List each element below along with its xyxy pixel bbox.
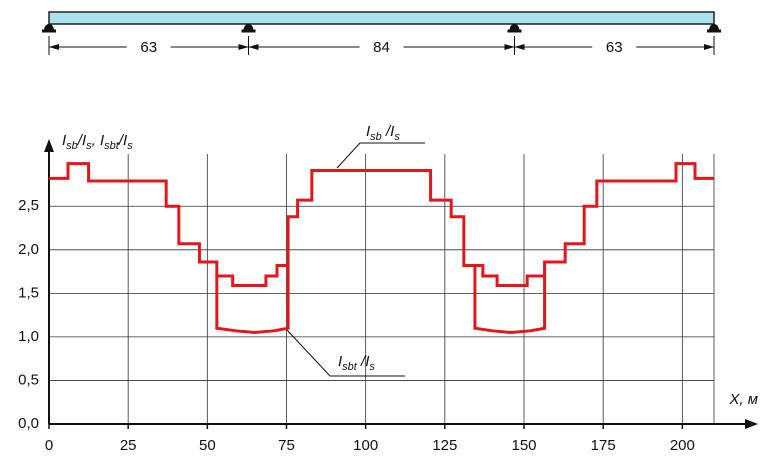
x-tick-label: 100 xyxy=(353,437,378,454)
x-tick-label: 0 xyxy=(45,437,53,454)
leader-line xyxy=(336,142,425,169)
y-tick-label: 0,0 xyxy=(18,415,39,432)
leader-line xyxy=(286,329,405,377)
y-tick-label: 2,5 xyxy=(18,197,39,214)
annotation-part: sb xyxy=(370,131,382,143)
y-tick-label: 2,0 xyxy=(18,241,39,258)
annotation-part: /I xyxy=(118,132,127,149)
beam xyxy=(48,11,715,25)
support xyxy=(509,24,520,30)
x-axis-arrow xyxy=(745,419,758,429)
span-label: 63 xyxy=(140,39,157,56)
span-label: 84 xyxy=(373,39,390,56)
x-tick-label: 150 xyxy=(511,437,536,454)
annotation: Isb/Is, Isbt/Is xyxy=(62,132,133,152)
annotation-part: /I xyxy=(382,123,395,140)
x-tick-label: 175 xyxy=(591,437,616,454)
series-line xyxy=(215,265,547,335)
annotation: Isbt /Is xyxy=(338,353,375,373)
annotation-part: sbt xyxy=(104,140,120,152)
annotation-part: , I xyxy=(92,132,105,149)
x-tick-label: 200 xyxy=(670,437,695,454)
y-tick-label: 1,0 xyxy=(18,328,39,345)
y-tick-label: 0,5 xyxy=(18,371,39,388)
annotation-part: I xyxy=(366,123,370,140)
annotation-part: /I xyxy=(77,132,86,149)
annotation: Isb /Is xyxy=(366,123,400,143)
support xyxy=(243,24,254,30)
x-axis-label: X, м xyxy=(728,391,758,408)
series-line xyxy=(49,162,714,288)
annotation-part: I xyxy=(62,132,66,149)
x-tick-label: 75 xyxy=(278,437,295,454)
annotation-part: s xyxy=(369,361,375,373)
annotation-part: /I xyxy=(357,353,370,370)
annotation-part: I xyxy=(338,353,342,370)
support xyxy=(44,24,54,30)
annotation-part: s xyxy=(127,140,133,152)
x-tick-label: 125 xyxy=(432,437,457,454)
annotation-part: s xyxy=(394,131,400,143)
annotation-part: sb xyxy=(66,140,78,152)
y-axis-arrow xyxy=(44,139,54,152)
x-tick-label: 50 xyxy=(199,437,216,454)
span-label: 63 xyxy=(606,39,623,56)
support xyxy=(709,24,719,30)
x-tick-label: 25 xyxy=(120,437,137,454)
annotation-part: s xyxy=(86,140,92,152)
annotation-part: sbt xyxy=(342,361,358,373)
y-tick-label: 1,5 xyxy=(18,284,39,301)
